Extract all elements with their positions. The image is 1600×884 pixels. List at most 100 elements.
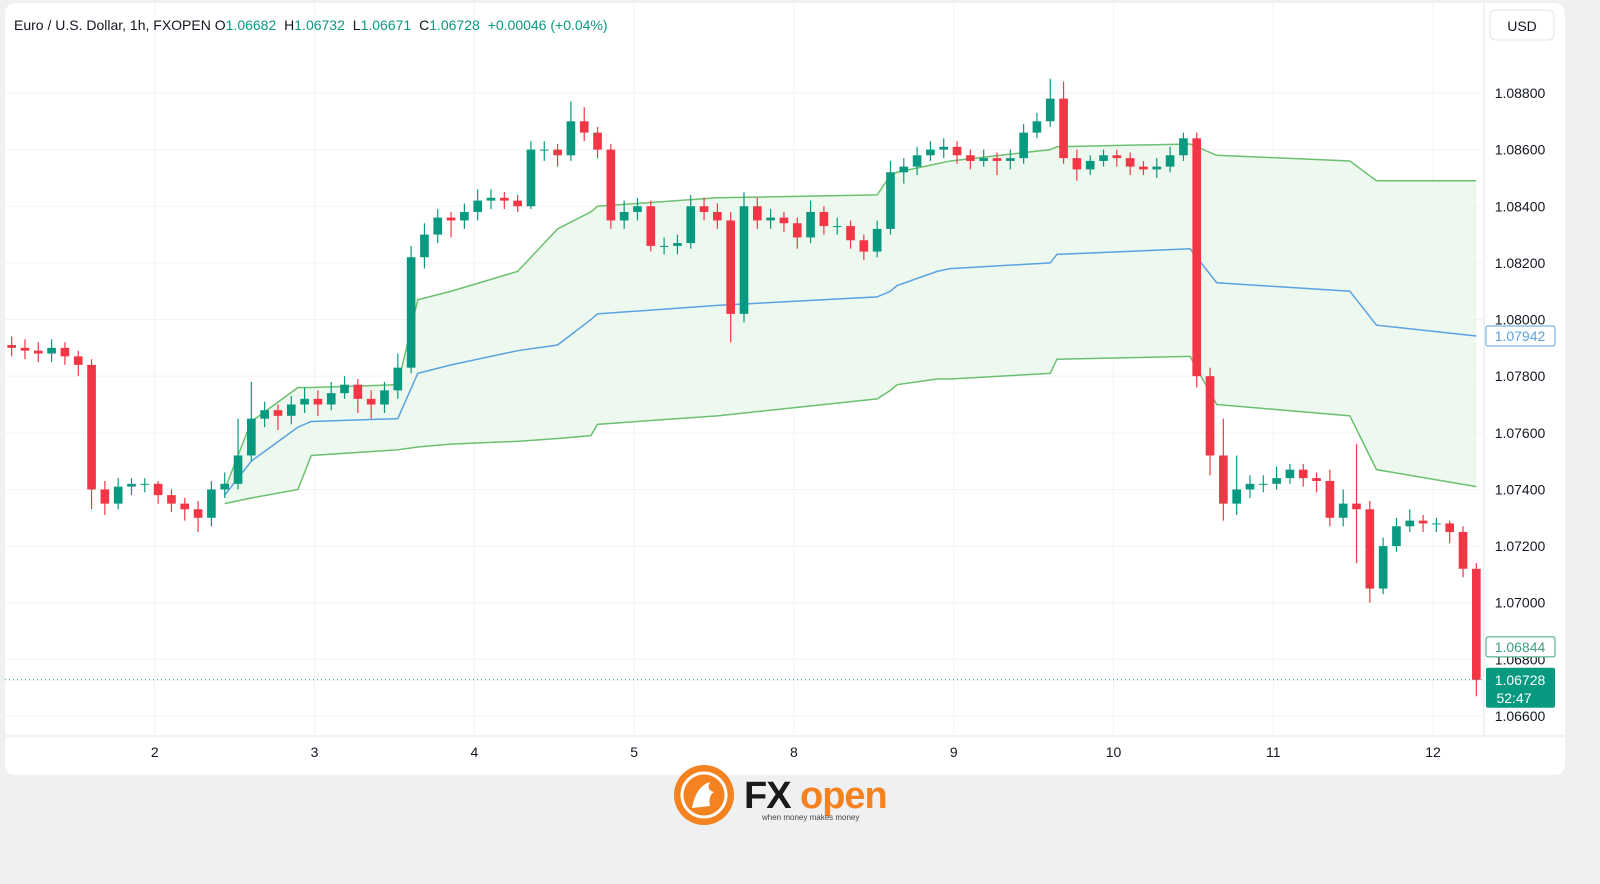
candle-body xyxy=(792,223,802,238)
candle-body xyxy=(393,367,403,391)
candle-body xyxy=(73,356,83,365)
candle-body xyxy=(1432,523,1441,525)
candle-body xyxy=(1445,523,1455,532)
band-fill xyxy=(224,143,1477,504)
x-tick-label: 12 xyxy=(1425,744,1441,760)
candle-body xyxy=(140,483,150,485)
candle-body xyxy=(87,364,96,490)
candle-body xyxy=(433,217,443,235)
price-label-box xyxy=(1485,636,1556,658)
candle-body xyxy=(180,503,190,510)
y-tick-label: 1.06600 xyxy=(1495,708,1546,724)
candle-body xyxy=(859,240,869,252)
candle-body xyxy=(167,495,176,504)
candle-body xyxy=(1112,155,1122,159)
candle-body xyxy=(1458,531,1468,569)
candle-body xyxy=(1019,132,1028,159)
y-tick-label: 1.08200 xyxy=(1495,255,1546,271)
candle-body xyxy=(979,158,989,161)
candle-body xyxy=(939,146,949,150)
candle-body xyxy=(872,228,882,252)
candle-body xyxy=(1325,480,1335,518)
candle-body xyxy=(526,149,536,207)
candle-body xyxy=(1378,546,1388,589)
logo-open: open xyxy=(800,775,887,817)
candle-body xyxy=(127,483,136,487)
candle-body xyxy=(779,217,789,224)
currency-button[interactable] xyxy=(1489,9,1555,41)
candle-body xyxy=(886,172,895,229)
ohlc-value: 1.06682 xyxy=(226,17,277,33)
y-tick-label: 1.07400 xyxy=(1495,481,1546,497)
candle-body xyxy=(513,200,522,207)
price-label: 1.07942 xyxy=(1495,328,1546,344)
symbol: Euro / U.S. Dollar, 1h, FXOPEN xyxy=(14,17,211,33)
y-tick-label: 1.08800 xyxy=(1495,85,1546,101)
candle-body xyxy=(340,384,349,394)
ohlc-value: 1.06732 xyxy=(294,17,345,33)
candle-body xyxy=(1072,158,1082,170)
candle-body xyxy=(1139,166,1148,170)
candle-body xyxy=(273,410,283,416)
candle-body xyxy=(806,211,815,238)
candle-body xyxy=(207,489,216,518)
countdown: 52:47 xyxy=(1496,690,1531,706)
candle-body xyxy=(1285,469,1295,479)
y-tick-label: 1.07600 xyxy=(1495,425,1546,441)
candle-body xyxy=(486,197,496,201)
y-tick-label: 1.07000 xyxy=(1495,595,1546,611)
candle-body xyxy=(899,166,909,173)
candle-body xyxy=(846,226,855,241)
candle-body xyxy=(113,486,123,504)
candle-body xyxy=(460,211,469,221)
candle-body xyxy=(1365,509,1375,589)
candle-body xyxy=(153,483,163,496)
logo-bull xyxy=(692,782,714,808)
candle-body xyxy=(473,200,483,212)
candle-body xyxy=(1085,160,1095,170)
candle-body xyxy=(300,398,309,405)
candle-body xyxy=(406,257,416,368)
candle-body xyxy=(260,410,269,419)
candle-body xyxy=(819,211,829,227)
currency[interactable]: USD xyxy=(1507,18,1537,34)
candle-body xyxy=(1179,138,1188,156)
candle-body xyxy=(247,418,256,456)
y-tick-label: 1.07800 xyxy=(1495,368,1546,384)
candle-body xyxy=(539,149,549,151)
candle-body xyxy=(952,146,962,156)
candle-body xyxy=(1298,469,1308,479)
candle-body xyxy=(566,121,576,156)
candle-body xyxy=(606,149,616,221)
current-price-box xyxy=(1486,667,1555,708)
candle-body xyxy=(193,509,203,518)
x-tick-label: 5 xyxy=(630,744,638,760)
x-tick-label: 9 xyxy=(950,744,958,760)
candle-body xyxy=(912,155,922,167)
candle-body xyxy=(726,220,736,314)
ohlc-key: H xyxy=(284,17,294,33)
logo: FX open when money makes money xyxy=(674,765,888,825)
candle-body xyxy=(633,206,642,212)
candle-body xyxy=(1059,98,1068,159)
candle-body xyxy=(420,234,429,258)
candle-body xyxy=(699,206,709,212)
ohlc-value: 1.06671 xyxy=(361,17,412,33)
candle-body xyxy=(1392,526,1401,547)
ohlc-key: L xyxy=(353,17,361,33)
candle-body xyxy=(1245,483,1255,490)
candle-body xyxy=(60,347,70,357)
candle-body xyxy=(446,217,456,221)
current-price: 1.06728 xyxy=(1495,672,1546,688)
price-label: 1.06844 xyxy=(1495,639,1546,655)
candle-body xyxy=(992,158,1002,161)
x-tick-label: 3 xyxy=(311,744,319,760)
candle-body xyxy=(7,345,16,348)
ohlc-key: C xyxy=(419,17,429,33)
candle-body xyxy=(33,350,43,354)
candle-body xyxy=(366,398,376,405)
logo-fx: FX xyxy=(744,775,792,817)
header: Euro / U.S. Dollar, 1h, FXOPEN O1.06682 … xyxy=(14,17,608,33)
candle-body xyxy=(1005,158,1015,161)
